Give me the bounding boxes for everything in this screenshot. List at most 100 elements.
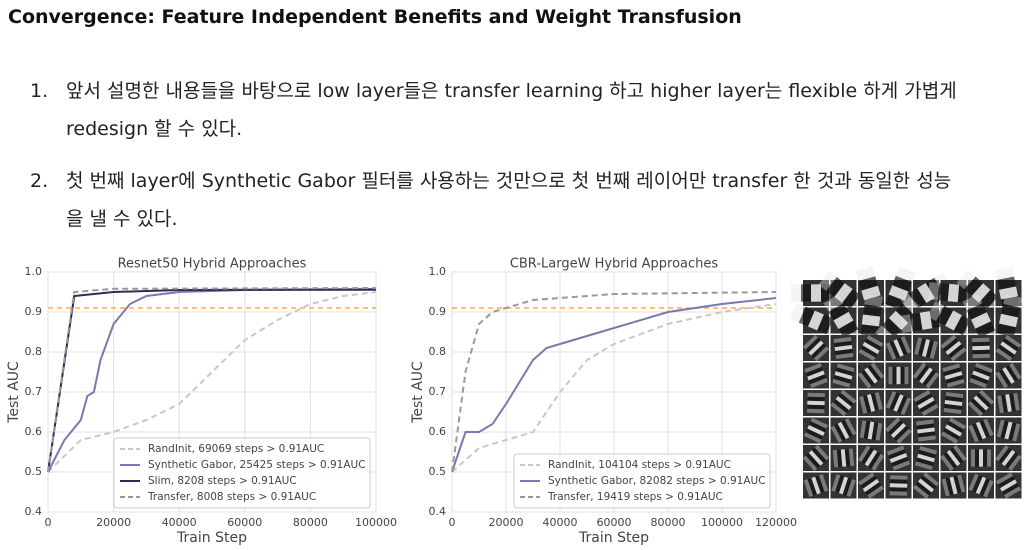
filter-stripe (945, 477, 954, 496)
filter-pattern (803, 474, 829, 497)
y-tick-label: 1.0 (25, 265, 43, 278)
filter-pattern (804, 363, 828, 388)
filter-pattern (885, 391, 912, 415)
filter-stripe (834, 371, 853, 380)
filter-pattern (889, 475, 908, 496)
filter-stripe (983, 418, 994, 437)
filter-stripe (835, 475, 845, 494)
filter-stripe (836, 363, 855, 373)
filter-stripe (890, 475, 908, 480)
filter-stripe (945, 340, 962, 356)
filter-stripe (846, 479, 856, 497)
filter-stripe (811, 447, 827, 464)
filter-stripe (838, 320, 859, 338)
filter-stripe (971, 337, 990, 343)
filter-stripe (863, 395, 872, 413)
filter-stripe (1001, 449, 1016, 467)
filter-stripe (996, 323, 1016, 337)
filter-stripe (919, 400, 937, 413)
filter-stripe (942, 427, 961, 441)
filter-stripe (966, 303, 987, 320)
filter-stripe (844, 418, 857, 436)
filter-pattern (941, 474, 966, 497)
filter-stripe (889, 483, 908, 488)
slide-title: Convergence: Feature Independent Benefit… (8, 6, 742, 28)
filter-stripe (941, 478, 950, 497)
filter-stripe (947, 283, 960, 303)
filter-stripe (973, 366, 992, 377)
filter-stripe (832, 449, 839, 468)
filter-stripe (892, 366, 897, 385)
filter-stripe (987, 449, 991, 467)
filter-stripe (918, 449, 936, 459)
filter-stripe (835, 348, 853, 356)
filter-pattern (996, 419, 1021, 442)
filter-stripe (975, 449, 979, 467)
filter-stripe (810, 377, 828, 388)
filter-pattern (888, 366, 909, 385)
filter-stripe (946, 378, 965, 388)
x-tick-label: 20000 (489, 516, 524, 529)
filter-stripe (805, 366, 824, 377)
filter-stripe (904, 366, 909, 385)
filter-stripe (940, 334, 957, 349)
filter-stripe (830, 402, 847, 417)
legend-label: Synthetic Gabor, 82082 steps > 0.91AUC (548, 475, 766, 487)
x-tick-label: 20000 (96, 516, 131, 529)
filter-stripe (920, 475, 937, 490)
filter-stripe (826, 277, 845, 297)
filter-stripe (841, 420, 853, 438)
filter-stripe (896, 366, 901, 385)
filter-stripe (890, 423, 907, 438)
filter-stripe (889, 453, 908, 463)
filter-pattern (874, 296, 923, 345)
filter-stripe (807, 425, 825, 436)
filter-stripe (1004, 452, 1019, 469)
filter-stripe (807, 404, 825, 410)
filter-stripe (900, 397, 912, 415)
filter-stripe (892, 460, 911, 471)
filter-stripe (972, 353, 991, 359)
filter-stripe (936, 305, 954, 326)
filter-pattern (916, 419, 936, 442)
filter-pattern (885, 336, 912, 360)
filter-stripe (972, 349, 990, 355)
filter-stripe (995, 266, 1015, 280)
filter-pattern (832, 363, 855, 388)
bullet-number: 2. (30, 170, 49, 192)
filter-stripe (917, 453, 935, 463)
filter-stripe (921, 403, 939, 416)
legend-label: Synthetic Gabor, 25425 steps > 0.91AUC (148, 459, 366, 471)
filter-stripe (865, 482, 882, 496)
filter-stripe (814, 444, 830, 461)
filter-stripe (973, 395, 989, 411)
filter-pattern (833, 337, 854, 359)
filter-stripe (855, 266, 876, 281)
filter-stripe (997, 276, 1017, 290)
filter-stripe (810, 417, 829, 429)
filter-stripe (999, 286, 1018, 300)
filter-stripe (968, 473, 979, 492)
filter-stripe (835, 395, 852, 411)
chart-title: CBR-LargeW Hybrid Approaches (510, 257, 719, 272)
filter-pattern (940, 417, 967, 444)
filter-pattern (969, 363, 993, 388)
filter-stripe (998, 447, 1013, 464)
filter-pattern (914, 445, 938, 471)
filter-stripe (899, 314, 913, 333)
filter-stripe (978, 289, 998, 310)
filter-stripe (842, 477, 852, 496)
filter-stripe (975, 476, 987, 495)
filter-stripe (895, 303, 916, 323)
filter-stripe (886, 445, 905, 456)
filter-stripe (996, 419, 1005, 438)
filter-pattern (832, 448, 855, 468)
filter-stripe (823, 294, 844, 312)
filter-stripe (1012, 423, 1021, 442)
filter-pattern (912, 472, 940, 499)
filter-stripe (834, 283, 853, 303)
filter-stripe (807, 400, 825, 406)
y-tick-label: 0.9 (429, 305, 447, 318)
filter-stripe (978, 389, 995, 405)
